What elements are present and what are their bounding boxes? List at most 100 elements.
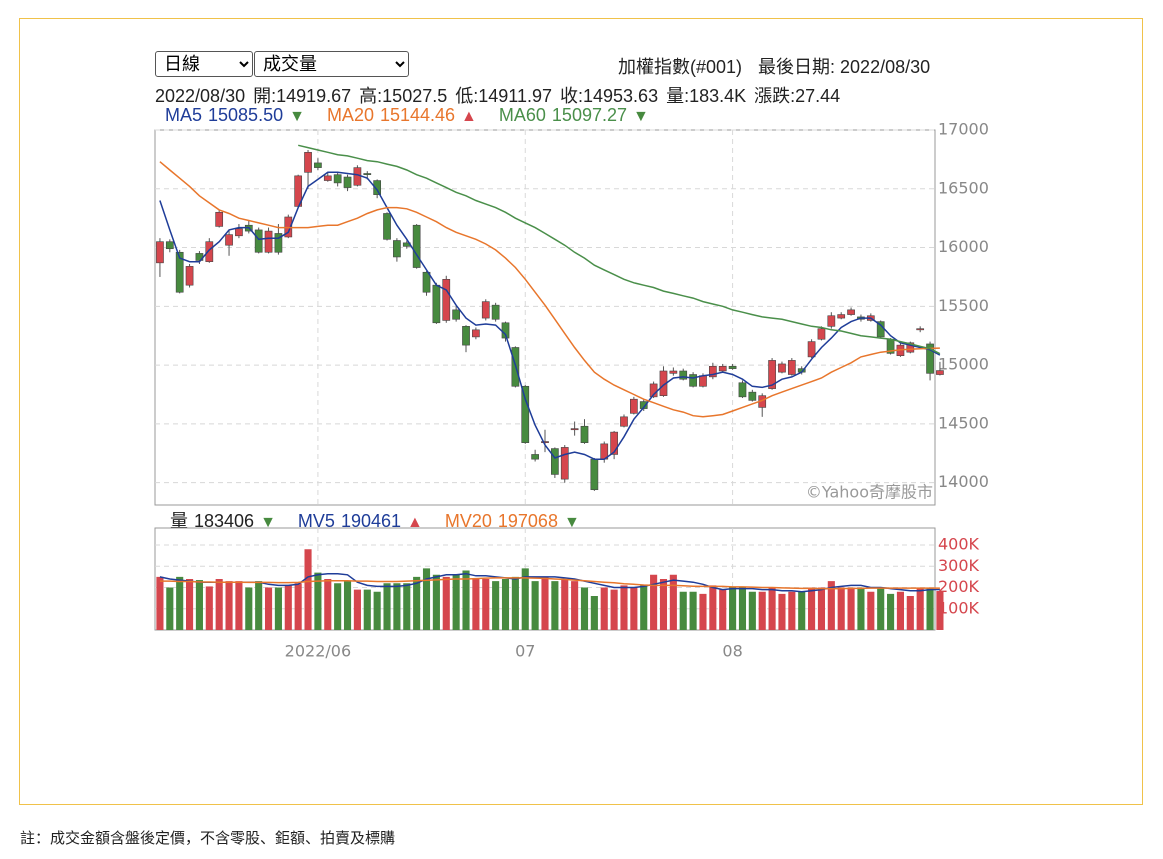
candle-body: [531, 454, 539, 460]
candle-body: [472, 329, 480, 338]
info-item: 高:15027.5: [359, 86, 448, 106]
candle-body: [323, 175, 332, 181]
volume-bar: [748, 591, 756, 630]
candle-body: [768, 360, 776, 389]
legend-value: 15085.50: [208, 105, 284, 125]
candle-body: [333, 174, 342, 184]
candle-body: [521, 385, 530, 443]
candle-body: [215, 211, 224, 227]
candle-body: [452, 309, 460, 320]
volume-bar: [403, 583, 411, 630]
volume-bar: [521, 568, 529, 630]
y-tick-label: 15500: [938, 296, 989, 315]
y-tick-label: 16500: [938, 178, 989, 197]
candle-body: [156, 241, 164, 264]
legend-value: 15144.46: [379, 105, 456, 125]
volume-bar: [689, 591, 697, 630]
volume-bar: [511, 576, 519, 630]
candle-body: [728, 365, 737, 369]
volume-bar: [798, 591, 806, 630]
volume-bar: [778, 593, 786, 630]
volume-bar: [353, 589, 361, 630]
candle-body: [817, 328, 826, 340]
volume-bar: [541, 576, 549, 630]
ma-legend: MA5 15085.50 ▼ MA20 15144.46 ▲ MA60 15097.27 ▼: [165, 105, 671, 126]
candle-body: [541, 441, 549, 443]
volume-bar: [847, 587, 855, 630]
volume-bar: [205, 586, 213, 630]
y-tick-label: 17000: [938, 120, 989, 139]
candle-body: [738, 382, 747, 398]
candle-body: [580, 425, 589, 443]
volume-bar: [314, 572, 322, 630]
legend-trend: ▼: [289, 108, 305, 125]
legend-item: MA60 15097.27 ▼: [499, 105, 649, 125]
candle-body: [570, 428, 579, 431]
line-series: [159, 161, 940, 418]
volume-bar: [867, 591, 875, 630]
indicator-select[interactable]: 成交量: [254, 51, 409, 77]
y-tick-label: 300K: [938, 556, 980, 575]
volume-bar: [383, 583, 391, 630]
candle-body: [225, 234, 233, 246]
candle-body: [689, 374, 697, 387]
volume-bar: [610, 589, 618, 630]
last-date: 最後日期: 2022/08/30: [758, 57, 931, 77]
index-name: 加權指數(#001): [618, 57, 743, 77]
volume-bar: [857, 587, 865, 630]
candle-body: [827, 315, 836, 327]
volume-bar: [343, 581, 352, 630]
legend-value: 15097.27: [551, 105, 627, 125]
legend-name: MA20: [326, 105, 374, 125]
candle-body: [353, 167, 362, 186]
volume-bar: [571, 581, 579, 630]
candle-body: [304, 152, 312, 173]
candle-body: [630, 398, 638, 414]
volume-legend: 量 183406 ▼ MV5 190461 ▲ MV20 197068 ▼: [170, 507, 602, 533]
volume-bar: [363, 589, 371, 630]
candle-body: [373, 180, 382, 195]
header: 加權指數(#001) 最後日期: 2022/08/30: [618, 53, 938, 79]
candle-body: [412, 224, 421, 268]
volume-bar: [156, 576, 164, 630]
x-tick-label: 08: [722, 642, 742, 661]
candle-body: [343, 176, 352, 188]
legend-item: MV20 197068 ▼: [445, 511, 580, 531]
volume-bar: [590, 596, 598, 630]
volume-bar: [926, 587, 934, 630]
candle-body: [442, 278, 451, 321]
candle-body: [393, 240, 401, 258]
volume-bar: [215, 579, 223, 630]
legend-name: MV20: [444, 511, 492, 531]
candle-body: [235, 228, 243, 237]
volume-bar: [235, 581, 243, 630]
volume-bar: [472, 579, 480, 630]
volume-bar: [669, 574, 677, 630]
candle-body: [264, 230, 273, 253]
candle-body: [560, 447, 569, 480]
volume-bar: [176, 576, 184, 630]
volume-bar: [768, 587, 776, 630]
candle-body: [383, 213, 391, 240]
candle-body: [620, 416, 628, 427]
candle-body: [590, 458, 599, 491]
y-tick-label: 16000: [938, 237, 989, 256]
period-select[interactable]: 日線: [155, 51, 253, 77]
volume-bar: [452, 574, 460, 630]
line-series: [298, 144, 941, 355]
volume-bar: [788, 591, 796, 630]
volume-bar: [482, 579, 490, 630]
legend-trend: ▼: [260, 514, 276, 531]
volume-bar: [186, 579, 194, 630]
volume-bar: [906, 596, 914, 630]
candle-body: [837, 314, 846, 319]
volume-bar: [758, 591, 766, 630]
volume-bar: [274, 587, 282, 630]
volume-bar: [738, 587, 747, 630]
legend-name: 量: [170, 511, 188, 531]
line-series: [159, 572, 940, 593]
volume-bar: [531, 581, 539, 630]
y-tick-label: 14500: [938, 413, 989, 432]
volume-bar: [580, 587, 589, 630]
